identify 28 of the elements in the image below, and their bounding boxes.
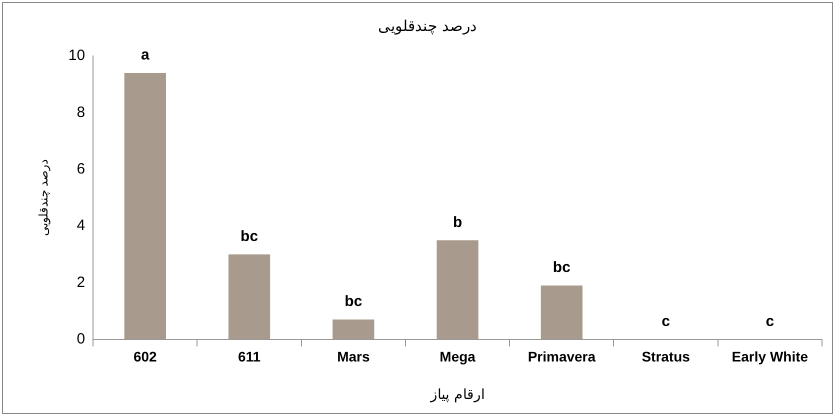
annotation: c xyxy=(662,313,670,330)
x-tick-label: Mega xyxy=(440,348,476,365)
y-tick-label: 6 xyxy=(76,160,86,178)
x-tick-label: Early White xyxy=(732,348,808,365)
bar xyxy=(540,286,582,340)
annotation: c xyxy=(766,313,774,330)
x-tick-label: 602 xyxy=(133,348,158,365)
annotation: b xyxy=(452,214,462,231)
x-tick-label: Primavera xyxy=(528,348,596,365)
annotation: a xyxy=(140,46,150,64)
y-tick-label: 2 xyxy=(76,274,86,291)
x-tick-label: 611 xyxy=(238,348,261,365)
chart-title: درصد چندقلویی xyxy=(378,16,477,35)
annotation: bc xyxy=(240,228,258,246)
x-tick-label: Stratus xyxy=(642,348,690,365)
x-tick-label: Mars xyxy=(337,348,370,365)
bar xyxy=(332,320,374,340)
y-tick-label: 8 xyxy=(76,104,86,121)
bar xyxy=(124,73,166,340)
bar xyxy=(228,254,270,340)
bar xyxy=(436,240,478,340)
y-tick-label: 4 xyxy=(76,217,86,234)
y-tick-label: 10 xyxy=(68,47,86,64)
annotation: bc xyxy=(552,259,570,276)
y-tick-label: 0 xyxy=(76,330,86,348)
x-axis-title: ارقام پیاز xyxy=(429,387,485,404)
y-axis-title: درصد چندقلویی xyxy=(36,159,50,236)
annotation: bc xyxy=(344,293,362,310)
